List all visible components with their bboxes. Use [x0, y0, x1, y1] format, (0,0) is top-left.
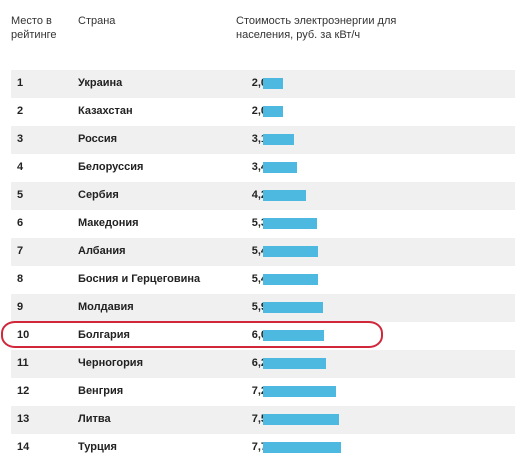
table-row: 11 Черногория 6,2 — [11, 350, 515, 378]
rank-label: 6 — [17, 217, 24, 229]
country-label: Босния и Герцеговина — [78, 273, 201, 285]
value-bar — [263, 442, 341, 453]
rank-label: 1 — [17, 77, 24, 89]
value-bar — [263, 190, 306, 201]
rank-label: 2 — [17, 105, 24, 117]
table-row: 12 Венгрия 7,2 — [11, 378, 515, 406]
value-bar — [263, 134, 294, 145]
country-label: Венгрия — [78, 385, 124, 397]
country-label: Украина — [78, 77, 123, 89]
table-row: 5 Сербия 4,2 — [11, 182, 515, 210]
country-label: Казахстан — [78, 105, 133, 117]
country-label: Черногория — [78, 357, 143, 369]
value-bar — [263, 78, 283, 89]
rank-label: 13 — [17, 413, 30, 425]
header-rank: Место в рейтинге — [11, 15, 57, 41]
table-row: 6 Македония 5,3 — [11, 210, 515, 238]
country-label: Россия — [78, 133, 118, 145]
value-bar — [263, 386, 336, 397]
rank-label: 14 — [17, 441, 30, 453]
country-label: Македония — [78, 217, 139, 229]
ranking-table: 1 Украина 2,0 2 Казахстан 2,0 3 Россия 3,1 4 Белор… — [11, 70, 515, 462]
table-row: 8 Босния и Герцеговина 5,4 — [11, 266, 515, 294]
rank-label: 8 — [17, 273, 24, 285]
table-row: 13 Литва 7,5 — [11, 406, 515, 434]
rank-label: 7 — [17, 245, 24, 257]
country-label: Болгария — [78, 329, 130, 341]
country-label: Молдавия — [78, 301, 134, 313]
highlight-outline — [1, 321, 383, 348]
rank-label: 9 — [17, 301, 24, 313]
value-bar — [263, 246, 318, 257]
country-label: Сербия — [78, 189, 119, 201]
value-bar — [263, 274, 318, 285]
table-row: 9 Молдавия 5,9 — [11, 294, 515, 322]
rank-label: 5 — [17, 189, 24, 201]
table-row: 4 Белоруссия 3,4 — [11, 154, 515, 182]
table-row: 1 Украина 2,0 — [11, 70, 515, 98]
rank-label: 3 — [17, 133, 24, 145]
table-row: 10 Болгария 6,0 — [11, 322, 515, 350]
value-bar — [263, 414, 339, 425]
value-bar — [263, 218, 317, 229]
country-label: Литва — [78, 413, 111, 425]
country-label: Белоруссия — [78, 161, 144, 173]
header-cost: Стоимость электроэнергии для населения, … — [236, 15, 397, 41]
rank-label: 10 — [17, 329, 30, 341]
country-label: Турция — [78, 441, 117, 453]
table-row: 14 Турция 7,7 — [11, 434, 515, 462]
value-bar — [263, 106, 283, 117]
country-label: Албания — [78, 245, 126, 257]
table-row: 7 Албания 5,4 — [11, 238, 515, 266]
value-bar — [263, 162, 297, 173]
value-bar — [263, 330, 324, 341]
table-row: 2 Казахстан 2,0 — [11, 98, 515, 126]
table-row: 3 Россия 3,1 — [11, 126, 515, 154]
rank-label: 12 — [17, 385, 30, 397]
rank-label: 11 — [17, 357, 29, 369]
header-country: Страна — [78, 15, 116, 27]
rank-label: 4 — [17, 161, 24, 173]
value-bar — [263, 302, 323, 313]
value-bar — [263, 358, 326, 369]
